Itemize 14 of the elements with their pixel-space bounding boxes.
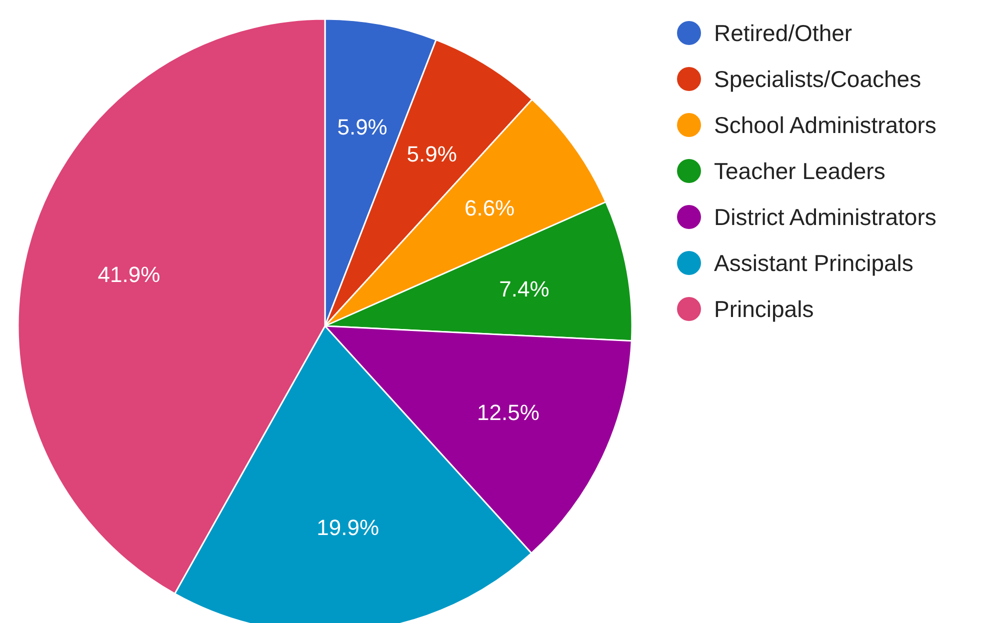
- legend-label: School Administrators: [714, 112, 936, 138]
- data-label: 7.4%: [499, 276, 550, 302]
- legend-label: Retired/Other: [714, 20, 852, 46]
- data-label: 5.9%: [406, 141, 457, 166]
- legend-label: Teacher Leaders: [714, 158, 886, 184]
- data-label: 5.9%: [337, 114, 388, 140]
- data-label: 6.6%: [464, 195, 515, 220]
- legend-label: District Administrators: [714, 204, 936, 230]
- legend-label: Assistant Principals: [714, 250, 914, 276]
- data-label: 19.9%: [316, 514, 380, 540]
- data-label: 12.5%: [477, 400, 540, 425]
- data-label: 41.9%: [98, 262, 160, 288]
- legend-label: Principals: [714, 296, 814, 322]
- legend-label: Specialists/Coaches: [714, 66, 922, 92]
